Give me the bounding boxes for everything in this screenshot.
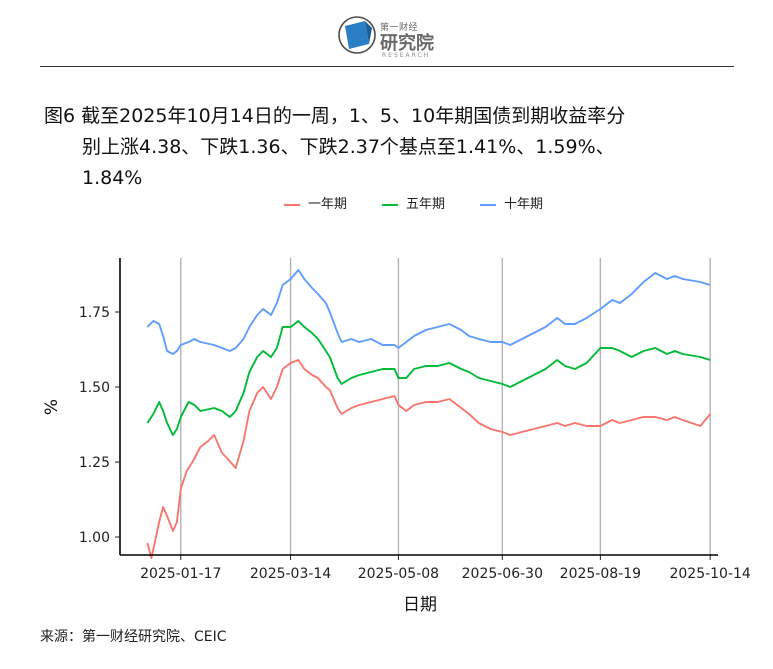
x-tick-label: 2025-10-14 xyxy=(669,566,750,582)
x-tick-label: 2025-08-19 xyxy=(560,566,641,582)
series-lines xyxy=(146,269,711,559)
y-tick-label: 1.50 xyxy=(79,380,110,396)
legend-swatch-1y xyxy=(284,203,300,206)
figure-title-line-2: 别上涨4.38、下跌1.36、下跌2.37个基点至1.41%、1.59%、 xyxy=(82,136,615,158)
legend-swatch-5y xyxy=(382,203,398,206)
legend-item-10y: 十年期 xyxy=(480,193,543,212)
figure-title-line-1: 图6 截至2025年10月14日的一周，1、5、10年期国债到期收益率分 xyxy=(44,105,626,127)
source-note: 来源：第一财经研究院、CEIC xyxy=(40,629,227,645)
first-financial-research-logo-icon xyxy=(338,16,376,54)
legend-item-5y: 五年期 xyxy=(382,193,445,212)
y-tick-label: 1.00 xyxy=(79,530,110,546)
y-tick-label: 1.25 xyxy=(79,455,110,471)
legend-label-5y: 五年期 xyxy=(406,197,446,212)
figure-title-line-3: 1.84% xyxy=(82,167,143,189)
figure-title: 图6 截至2025年10月14日的一周，1、5、10年期国债到期收益率分 别上涨… xyxy=(44,101,744,194)
x-axis-label: 日期 xyxy=(403,595,437,615)
legend-item-1y: 一年期 xyxy=(284,193,347,212)
legend-swatch-10y xyxy=(480,203,496,206)
series-line-2 xyxy=(146,320,711,436)
header-divider xyxy=(40,66,734,67)
x-tick-label: 2025-06-30 xyxy=(462,566,543,582)
y-tick-label: 1.75 xyxy=(79,305,110,321)
axes: 2025-01-17 2025-03-14 2025-05-08 2025-06-30… xyxy=(79,258,751,582)
series-line-1 xyxy=(146,359,711,559)
grid-lines xyxy=(180,258,711,555)
logo-english-text: RESEARCH xyxy=(382,52,431,59)
logo: 第一财经 研究院 RESEARCH xyxy=(336,10,446,60)
report-header: 第一财经 研究院 RESEARCH xyxy=(0,0,773,70)
logo-main-text: 研究院 xyxy=(380,33,434,54)
legend-label-1y: 一年期 xyxy=(308,197,348,212)
yield-line-chart: 2025-01-17 2025-03-14 2025-05-08 2025-06-30… xyxy=(42,258,751,615)
legend-label-10y: 十年期 xyxy=(504,197,544,212)
y-axis-label: % xyxy=(42,399,62,415)
series-line-3 xyxy=(146,269,711,355)
x-tick-label: 2025-05-08 xyxy=(358,566,439,582)
logo-small-text: 第一财经 xyxy=(380,23,419,33)
x-tick-label: 2025-01-17 xyxy=(140,566,221,582)
x-tick-label: 2025-03-14 xyxy=(250,566,331,582)
